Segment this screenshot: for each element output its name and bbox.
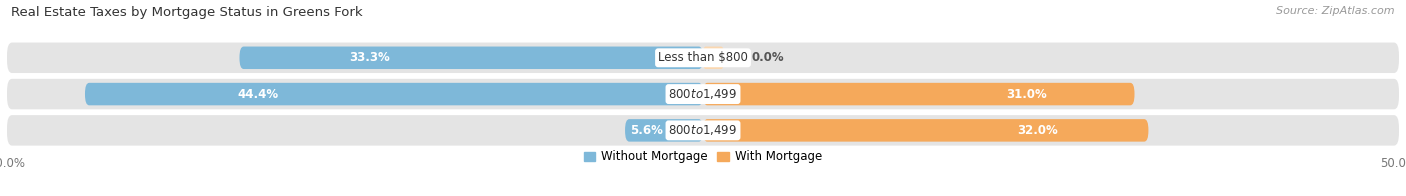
Text: 31.0%: 31.0% xyxy=(1007,88,1047,101)
Text: Real Estate Taxes by Mortgage Status in Greens Fork: Real Estate Taxes by Mortgage Status in … xyxy=(11,6,363,19)
Text: 0.0%: 0.0% xyxy=(752,51,785,64)
Text: 32.0%: 32.0% xyxy=(1017,124,1057,137)
Text: Less than $800: Less than $800 xyxy=(658,51,748,64)
Text: $800 to $1,499: $800 to $1,499 xyxy=(668,87,738,101)
FancyBboxPatch shape xyxy=(84,83,703,105)
Text: 5.6%: 5.6% xyxy=(630,124,664,137)
FancyBboxPatch shape xyxy=(239,46,703,69)
FancyBboxPatch shape xyxy=(7,79,1399,109)
FancyBboxPatch shape xyxy=(7,43,1399,73)
Text: Source: ZipAtlas.com: Source: ZipAtlas.com xyxy=(1277,6,1395,16)
FancyBboxPatch shape xyxy=(703,119,1149,142)
FancyBboxPatch shape xyxy=(7,115,1399,146)
FancyBboxPatch shape xyxy=(626,119,703,142)
Legend: Without Mortgage, With Mortgage: Without Mortgage, With Mortgage xyxy=(579,146,827,168)
Text: 44.4%: 44.4% xyxy=(238,88,278,101)
Text: 33.3%: 33.3% xyxy=(349,51,389,64)
Text: $800 to $1,499: $800 to $1,499 xyxy=(668,123,738,137)
FancyBboxPatch shape xyxy=(703,83,1135,105)
FancyBboxPatch shape xyxy=(703,46,724,69)
